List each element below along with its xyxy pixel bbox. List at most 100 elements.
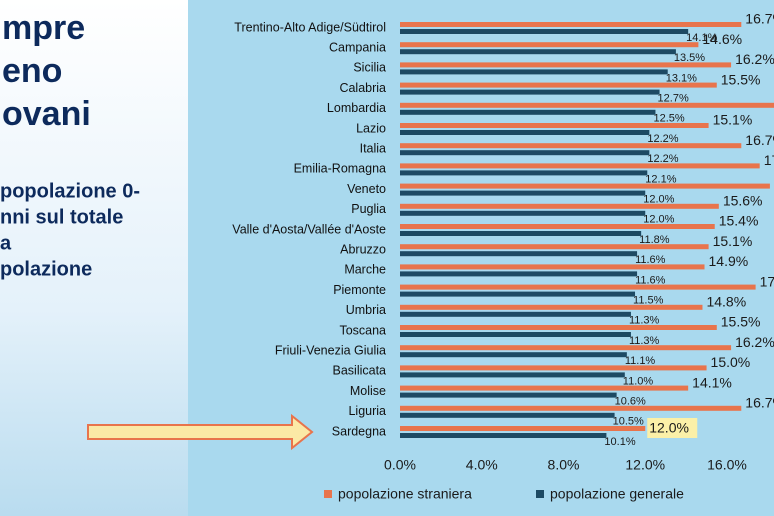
value-label: 12.0% bbox=[643, 194, 674, 206]
bar bbox=[400, 325, 717, 330]
value-label: 15.5% bbox=[721, 71, 761, 87]
bar bbox=[400, 372, 625, 378]
slide-title: eno bbox=[2, 52, 62, 90]
y-tick-label: Puglia bbox=[351, 202, 386, 216]
value-label: 10.6% bbox=[615, 396, 646, 408]
value-label: 11.1% bbox=[625, 355, 656, 367]
value-label: 11.8% bbox=[639, 234, 670, 246]
arrow bbox=[87, 413, 314, 451]
value-label: 15.4% bbox=[719, 213, 759, 229]
bar bbox=[400, 231, 642, 236]
y-tick-label: Marche bbox=[344, 263, 386, 277]
y-tick-label: Italia bbox=[360, 141, 386, 155]
slide-subtitle: popolazione 0- bbox=[0, 180, 140, 202]
bar bbox=[400, 109, 656, 115]
value-label: 10.1% bbox=[604, 436, 635, 448]
bar bbox=[400, 190, 646, 196]
bar bbox=[400, 62, 732, 68]
legend-label: popolazione straniera bbox=[338, 486, 472, 502]
value-label: 12.2% bbox=[647, 153, 678, 165]
y-tick-label: Calabria bbox=[339, 81, 386, 95]
bar bbox=[400, 82, 717, 88]
bar bbox=[400, 123, 709, 128]
y-tick-label: Lazio bbox=[356, 121, 386, 135]
value-label: 11.3% bbox=[629, 335, 660, 347]
bar bbox=[400, 271, 638, 277]
bar bbox=[400, 345, 732, 351]
y-tick-label: Campania bbox=[329, 40, 386, 54]
value-label: 11.3% bbox=[629, 315, 660, 327]
y-tick-label: Emilia-Romagna bbox=[294, 162, 386, 176]
value-label: 15.5% bbox=[721, 314, 761, 330]
value-label: 16.7% bbox=[745, 11, 774, 27]
y-tick-label: Valle d'Aosta/Vallée d'Aoste bbox=[232, 222, 386, 236]
x-tick-label: 4.0% bbox=[466, 457, 498, 473]
value-label: 12.7% bbox=[658, 93, 689, 105]
value-label: 15.1% bbox=[713, 112, 753, 128]
bar bbox=[400, 352, 627, 358]
y-tick-label: Liguria bbox=[348, 404, 386, 418]
value-label: 11.6% bbox=[635, 274, 666, 286]
value-label: 17.6% bbox=[764, 152, 774, 168]
slide-subtitle: polazione bbox=[0, 258, 92, 280]
bar bbox=[400, 203, 719, 209]
bar bbox=[400, 163, 760, 169]
bar bbox=[400, 412, 615, 418]
value-label: 14.9% bbox=[709, 253, 749, 269]
bar bbox=[400, 332, 631, 337]
label-highlight bbox=[647, 418, 698, 438]
value-label: 12.5% bbox=[653, 113, 684, 125]
slide-title: mpre bbox=[2, 9, 85, 47]
value-label: 10.5% bbox=[613, 416, 644, 428]
bar bbox=[400, 244, 709, 250]
y-tick-label: Veneto bbox=[347, 182, 386, 196]
value-label: 11.5% bbox=[633, 295, 664, 307]
slide-subtitle: a bbox=[0, 232, 12, 254]
bar bbox=[400, 42, 699, 48]
bar bbox=[400, 210, 646, 216]
bar bbox=[400, 102, 774, 108]
value-label: 14.1% bbox=[686, 32, 717, 44]
bar bbox=[400, 170, 648, 176]
bar bbox=[400, 405, 742, 411]
value-label: 12.1% bbox=[645, 173, 676, 185]
value-label: 14.8% bbox=[706, 294, 746, 310]
bar bbox=[400, 143, 742, 149]
slide-title: ovani bbox=[2, 95, 91, 133]
bar bbox=[400, 224, 715, 229]
y-tick-label: Sardegna bbox=[332, 424, 386, 438]
bar bbox=[400, 130, 650, 135]
bar bbox=[400, 29, 689, 34]
y-tick-label: Toscana bbox=[339, 323, 386, 337]
legend-label: popolazione generale bbox=[550, 486, 684, 502]
value-label: 15.6% bbox=[723, 193, 763, 209]
bar bbox=[400, 183, 770, 189]
bar bbox=[400, 426, 646, 431]
x-tick-label: 8.0% bbox=[548, 457, 580, 473]
bar bbox=[400, 264, 705, 270]
value-label: 14.6% bbox=[702, 31, 742, 47]
value-label: 12.0% bbox=[643, 214, 674, 226]
bar bbox=[400, 291, 636, 297]
value-label: 15.0% bbox=[711, 354, 751, 370]
bar bbox=[400, 150, 650, 156]
x-tick-label: 16.0% bbox=[707, 457, 747, 473]
y-tick-label: Basilicata bbox=[333, 364, 387, 378]
x-tick-label: 0.0% bbox=[384, 457, 416, 473]
bar bbox=[400, 392, 617, 398]
value-label: 13.5% bbox=[674, 52, 705, 64]
y-tick-label: Umbria bbox=[346, 303, 386, 317]
bar bbox=[400, 22, 742, 27]
y-tick-label: Trentino-Alto Adige/Südtirol bbox=[234, 20, 386, 34]
value-label: 16.7% bbox=[745, 132, 774, 148]
bar bbox=[400, 89, 660, 95]
legend-swatch bbox=[536, 490, 544, 498]
value-label: 14.1% bbox=[692, 374, 732, 390]
bar bbox=[400, 304, 703, 310]
value-label: 12.0% bbox=[649, 420, 689, 436]
value-label: 13.1% bbox=[666, 72, 697, 84]
bar bbox=[400, 284, 756, 290]
bar bbox=[400, 385, 689, 391]
bar bbox=[400, 311, 631, 317]
